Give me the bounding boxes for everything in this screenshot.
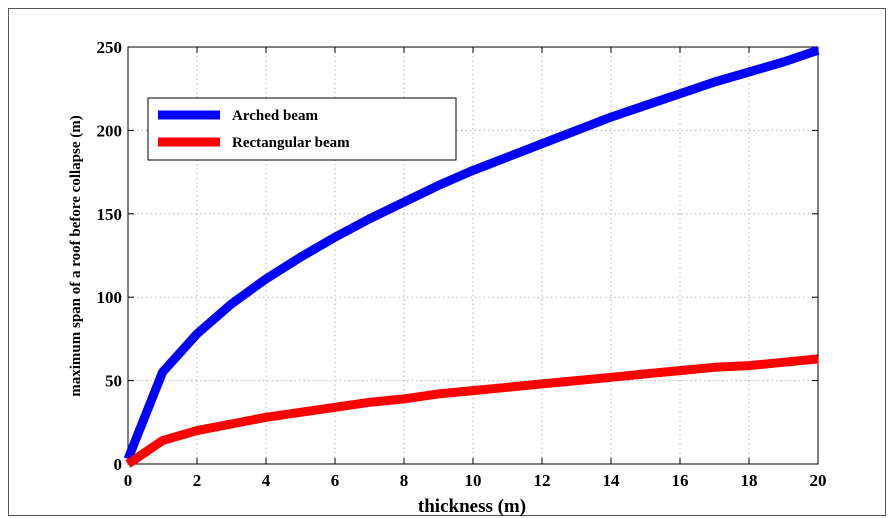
x-tick-label: 14 [603,471,621,490]
series-line-arched-beam [123,46,820,461]
legend-label-rectangular-beam: Rectangular beam [232,135,350,151]
y-tick-label: 100 [97,288,123,307]
figure-frame [8,8,886,516]
x-tick-label: 6 [331,471,340,490]
legend-box [147,97,457,161]
x-tick-label: 8 [400,471,409,490]
legend: Arched beam Rectangular beam [147,97,457,161]
x-tick-label: 10 [465,471,482,490]
x-tick-label: 12 [534,471,551,490]
x-tick-label: 18 [741,471,758,490]
legend-label-arched-beam: Arched beam [232,108,318,124]
y-tick-label: 250 [97,38,123,57]
y-axis-label: maximum span of a roof before collapse (… [68,115,84,397]
x-tick-label: 16 [672,471,689,490]
y-tick-label: 0 [114,455,123,474]
y-tick-label: 200 [97,121,123,140]
series-line-rectangular-beam [125,354,819,468]
y-tick-label: 150 [97,205,123,224]
x-tick-label: 4 [262,471,271,490]
x-tick-label: 2 [193,471,202,490]
x-axis-label: thickness (m) [418,496,526,517]
x-tick-label: 0 [124,471,133,490]
y-tick-label: 50 [105,372,122,391]
x-tick-label: 20 [810,471,827,490]
series [123,46,820,468]
